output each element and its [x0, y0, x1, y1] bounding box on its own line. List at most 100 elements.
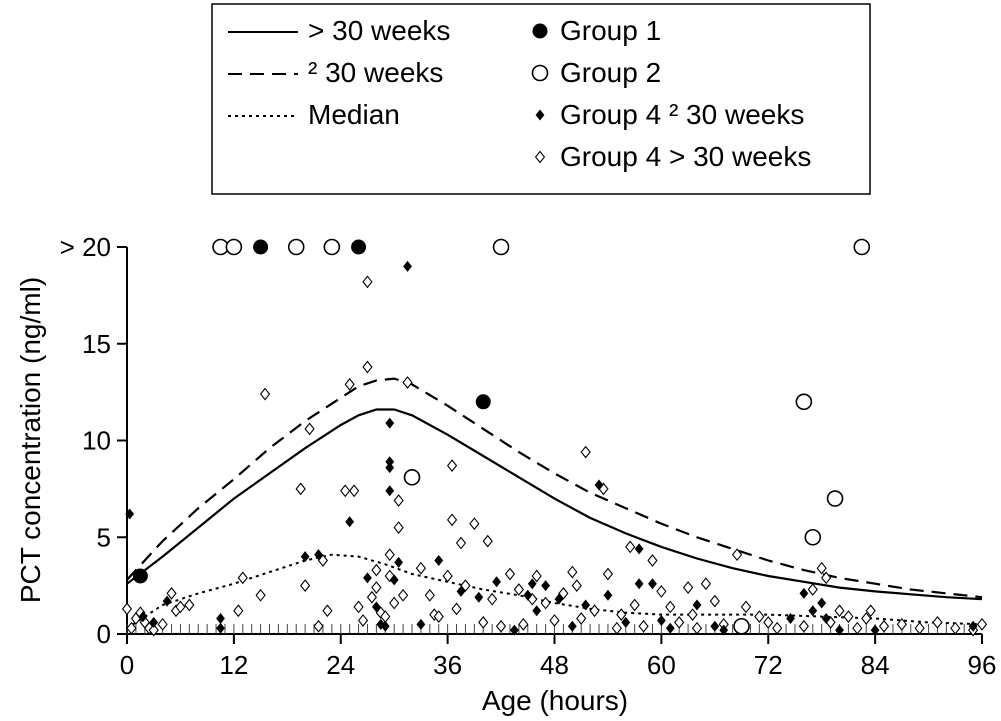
legend-marker-group4_gt30: [534, 150, 546, 164]
scatter-points: [121, 238, 988, 637]
group4_le30-point: [492, 576, 502, 588]
group1-point: [475, 394, 491, 410]
x-tick-label: 84: [861, 650, 890, 680]
group4_le30-point: [648, 578, 657, 590]
group4_le30-point: [216, 613, 225, 625]
group4_gt30-point: [451, 602, 462, 616]
group4_gt30-point: [482, 534, 493, 548]
group4_gt30-point: [616, 608, 627, 622]
group4_le30-point: [474, 591, 484, 603]
legend-label-group2: Group 2: [560, 57, 661, 88]
group4_gt30-point: [576, 612, 587, 625]
y-tick-label: 15: [82, 329, 111, 359]
group4_le30-point: [385, 462, 395, 474]
group4_gt30-point: [157, 617, 168, 631]
group4_gt30-point: [549, 614, 560, 627]
x-tick-label: 12: [219, 650, 248, 680]
group2-point: [287, 238, 305, 256]
group4_gt30-point: [709, 594, 720, 608]
x-rug: [126, 624, 974, 634]
group4_le30-point: [389, 574, 399, 586]
curve-le30: [126, 377, 983, 599]
group4_gt30-point: [349, 484, 360, 498]
group4_gt30-point: [255, 588, 266, 602]
group4_gt30-point: [126, 621, 137, 635]
group4_gt30-point: [602, 567, 614, 581]
group4_gt30-point: [371, 581, 382, 594]
x-tick-label: 24: [326, 650, 355, 680]
legend-label-le30: ² 30 weeks: [308, 57, 443, 88]
group4_gt30-point: [259, 387, 271, 401]
group4_gt30-point: [611, 621, 622, 635]
curve-median: [126, 553, 983, 630]
group2-point: [225, 238, 243, 256]
group1-point: [253, 239, 269, 255]
group4_gt30-point: [402, 376, 413, 389]
group4_gt30-point: [896, 617, 907, 631]
group4_gt30-point: [976, 617, 988, 631]
axes: 0 12 24 36 48 60 72 84 96 0 5 10 15 > 20: [60, 232, 997, 680]
group4_le30-point: [363, 572, 372, 584]
group4_le30-point: [656, 614, 666, 626]
group4_gt30-point: [687, 608, 698, 622]
y-axis-label: PCT concentration (ng/ml): [15, 277, 46, 603]
group4_le30-point: [821, 613, 831, 625]
group4_le30-point: [634, 578, 644, 590]
group4_gt30-point: [322, 604, 333, 618]
group4_gt30-point: [442, 569, 453, 583]
group4_le30-point: [149, 616, 159, 628]
group4_le30-point: [385, 417, 395, 429]
group4_gt30-point: [700, 577, 712, 591]
y-tick-label: 5: [97, 522, 111, 552]
group4_le30-point: [416, 618, 426, 630]
group4_le30-point: [527, 578, 537, 590]
group4_gt30-point: [682, 581, 694, 594]
group4_gt30-point: [397, 588, 409, 602]
x-tick-label: 72: [754, 650, 783, 680]
group4_le30-point: [371, 601, 381, 613]
group4_gt30-point: [415, 561, 427, 575]
x-tick-label: 60: [647, 650, 676, 680]
group4_gt30-point: [304, 422, 315, 436]
group4_gt30-point: [317, 554, 329, 567]
group4_gt30-point: [772, 621, 783, 635]
legend-label-group4_gt30: Group 4 > 30 weeks: [560, 141, 811, 172]
group4_le30-point: [835, 624, 844, 636]
group4_gt30-point: [344, 378, 355, 391]
group4_gt30-point: [754, 610, 765, 623]
legend-label-median: Median: [308, 99, 400, 130]
group4_gt30-point: [313, 619, 324, 633]
group4_le30-point: [138, 611, 148, 623]
y-tick-label: 0: [97, 619, 111, 649]
group4_gt30-point: [518, 617, 529, 631]
group4_gt30-point: [460, 579, 471, 593]
group4_le30-point: [523, 589, 533, 601]
group4_gt30-point: [184, 598, 195, 612]
group4_le30-point: [314, 549, 323, 561]
group4_le30-point: [456, 585, 466, 597]
curve-gt30: [126, 408, 983, 601]
group4_gt30-point: [237, 571, 248, 585]
group2-point: [826, 490, 844, 507]
group4_le30-point: [594, 479, 604, 491]
group4_gt30-point: [731, 548, 743, 562]
group4_gt30-point: [834, 604, 845, 618]
group4_le30-point: [125, 508, 135, 520]
legend-marker-group2: [531, 64, 549, 82]
group4_gt30-point: [843, 610, 854, 623]
group2-point: [492, 238, 510, 256]
group4_gt30-point: [558, 586, 569, 600]
group4_le30-point: [510, 624, 519, 636]
legend-label-gt30: > 30 weeks: [308, 15, 450, 46]
group4_gt30-point: [638, 619, 649, 633]
group4_gt30-point: [625, 540, 636, 554]
y-tick-label: 10: [82, 426, 111, 456]
group4_gt30-point: [375, 606, 386, 620]
group4_le30-point: [692, 599, 702, 611]
group4_gt30-point: [487, 592, 498, 606]
group4_le30-point: [719, 624, 729, 636]
group4_gt30-point: [861, 612, 872, 625]
group4_le30-point: [817, 597, 827, 609]
group4_gt30-point: [950, 621, 961, 635]
